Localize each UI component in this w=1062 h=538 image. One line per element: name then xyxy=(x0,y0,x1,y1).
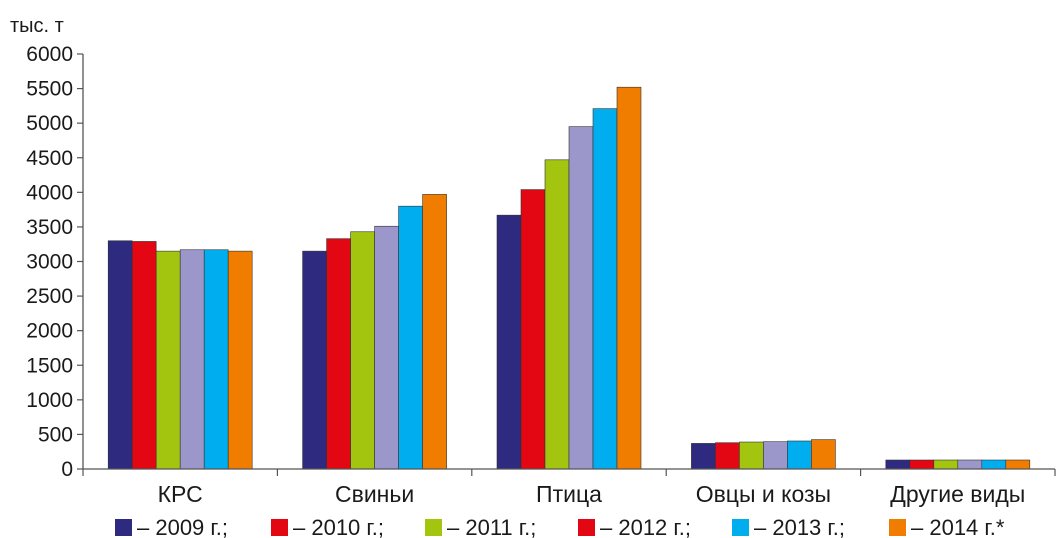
bar xyxy=(568,126,594,470)
y-tick-label: 6000 xyxy=(26,43,73,66)
legend-swatch xyxy=(889,519,906,536)
legend-label: – 2009 г.; xyxy=(137,515,228,538)
x-category-label: Свиньи xyxy=(335,481,414,507)
bar xyxy=(131,241,157,470)
bar xyxy=(616,86,642,470)
legend-swatch xyxy=(425,519,442,536)
legend-label: – 2013 г.; xyxy=(754,515,845,538)
bar xyxy=(422,194,447,470)
bar xyxy=(811,439,836,470)
x-category-label: Птица xyxy=(536,481,602,507)
legend-label: – 2011 г.; xyxy=(447,515,536,538)
bar xyxy=(544,159,570,470)
bar xyxy=(981,459,1007,470)
bar xyxy=(374,225,399,470)
legend-label: – 2012 г.; xyxy=(600,515,691,538)
y-tick-label: 2500 xyxy=(26,285,73,308)
y-tick-label: 1000 xyxy=(26,389,73,412)
bar xyxy=(203,249,229,470)
y-tick-label: 5000 xyxy=(26,112,73,135)
y-tick-label: 3500 xyxy=(26,216,73,239)
legend-label: – 2010 г.; xyxy=(293,515,384,538)
x-category-label: Овцы и козы xyxy=(696,481,831,507)
bars xyxy=(107,86,1031,470)
bar xyxy=(520,189,546,470)
bar xyxy=(398,205,423,470)
bar xyxy=(763,441,788,470)
y-tick-label: 4000 xyxy=(26,181,73,204)
bar xyxy=(885,459,911,470)
bar xyxy=(957,459,983,470)
y-axis-ticks: 0 500 1000 1500 2000 2500 3000 3500 4000 4500 5000… xyxy=(26,43,83,481)
bar xyxy=(787,440,812,470)
legend-swatch xyxy=(578,519,595,536)
bar xyxy=(227,250,253,470)
y-tick-label: 4500 xyxy=(26,147,73,170)
bar xyxy=(592,108,618,470)
bar xyxy=(179,249,205,470)
bar xyxy=(691,443,716,470)
legend-swatch xyxy=(732,519,749,536)
legend: – 2009 г.; – 2010 г.; – 2011 г.; – 2012 г.;… xyxy=(115,515,1005,538)
bar xyxy=(715,442,740,470)
bar xyxy=(933,459,959,470)
y-tick-label: 0 xyxy=(61,458,73,481)
legend-swatch xyxy=(271,519,288,536)
bar xyxy=(326,238,351,470)
y-tick-label: 5500 xyxy=(26,78,73,101)
x-axis-labels: КРС Свиньи Птица Овцы и козы Другие виды xyxy=(158,481,1026,507)
y-tick-label: 500 xyxy=(38,423,73,446)
bar xyxy=(739,441,764,470)
x-category-label: КРС xyxy=(158,481,203,507)
bar xyxy=(909,459,935,470)
bar xyxy=(302,250,327,470)
y-tick-label: 3000 xyxy=(26,251,73,274)
bar xyxy=(1005,459,1031,470)
legend-swatch xyxy=(115,519,132,536)
x-category-label: Другие виды xyxy=(890,481,1025,507)
bar xyxy=(155,250,181,470)
y-tick-label: 2000 xyxy=(26,320,73,343)
axes xyxy=(82,54,1056,476)
y-axis-unit-label: тыс. т xyxy=(10,15,64,37)
bar xyxy=(496,214,522,470)
bar xyxy=(107,240,133,470)
bar xyxy=(350,231,375,470)
y-tick-label: 1500 xyxy=(26,354,73,377)
legend-label: – 2014 г.* xyxy=(911,515,1005,538)
